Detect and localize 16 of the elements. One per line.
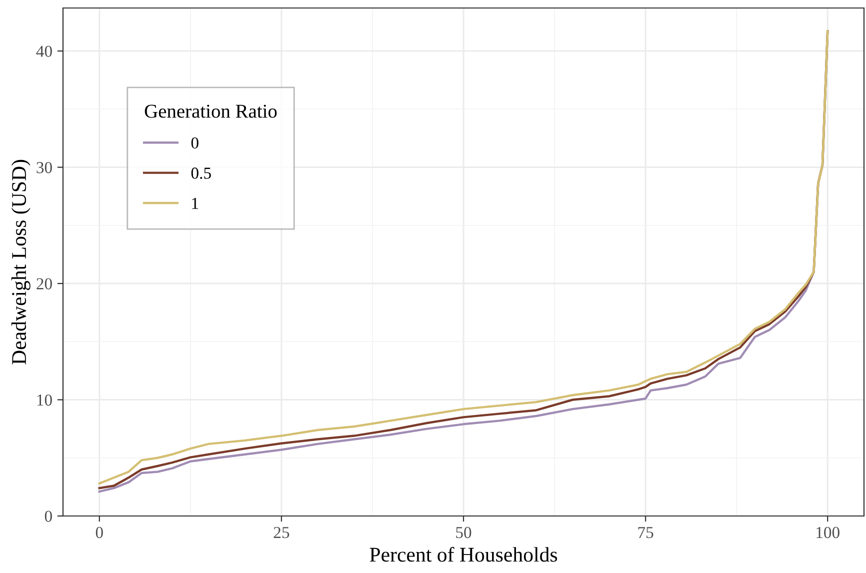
legend-title: Generation Ratio — [144, 104, 277, 118]
y-tick-label: 20 — [36, 278, 52, 290]
x-tick-label: 75 — [638, 527, 654, 538]
legend-label: 0.5 — [191, 168, 211, 179]
x-tick-label: 50 — [456, 526, 472, 538]
legend-label: 0 — [191, 137, 198, 149]
y-tick-label: 30 — [36, 162, 52, 174]
y-tick-label: 0 — [44, 510, 52, 522]
x-tick-label: 25 — [274, 526, 290, 538]
x-axis-title: Percent of Households — [370, 546, 558, 562]
x-tick-label: 100 — [816, 526, 840, 538]
legend-label: 1 — [192, 198, 198, 209]
y-tick-label: 10 — [37, 394, 52, 406]
y-axis-title: Deadweight Loss (USD) — [11, 160, 30, 364]
x-tick-label: 0 — [96, 526, 103, 538]
y-tick-label: 40 — [36, 46, 52, 57]
